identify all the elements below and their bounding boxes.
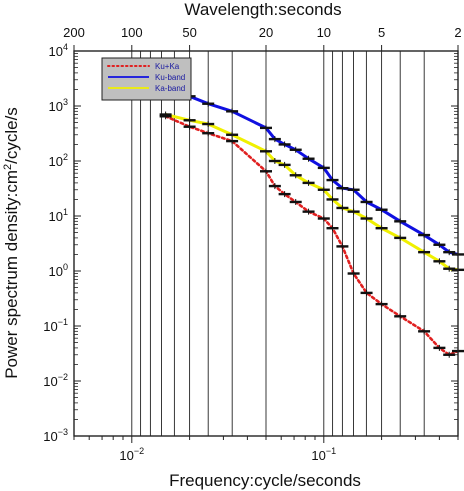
x-axis-title: Frequency:cycle/seconds [169,471,361,490]
vertical-gridlines [131,51,425,436]
top-tick-label: 50 [182,25,196,40]
y-tick-label: 101 [49,207,68,224]
y-tick-label: 102 [49,152,68,169]
series-line [164,115,460,357]
y-tick-label: 103 [49,97,68,114]
legend-label: Ka-band [155,84,185,93]
y-tick-label: 100 [49,262,68,279]
x-tick-label: 10−1 [311,446,336,463]
top-tick-label: 10 [317,25,331,40]
legend-label: Ku-band [155,73,185,82]
y-axis-title: Power spectrum density:cm2/cycle/s [2,107,21,379]
series-line [165,113,459,272]
series-line [165,87,459,256]
top-tick-label: 5 [378,25,385,40]
legend-box [101,57,192,101]
y-tick-label: 10−2 [43,372,68,389]
legend-label: Ku+Ka [155,62,180,71]
tick-marks [73,45,459,443]
series-group [159,86,464,358]
top-tick-label: 100 [121,25,143,40]
y-tick-label: 10−1 [43,317,68,334]
y-tick-label: 10−3 [43,427,68,444]
top-axis-title: Wavelength:seconds [184,0,341,19]
legend: Ku+Ka Ku-band Ka-band [101,57,192,101]
top-tick-label: 2 [454,25,461,40]
x-tick-label: 10−2 [119,446,144,463]
top-tick-label: 20 [259,25,273,40]
top-tick-label: 200 [63,25,85,40]
y-tick-label: 104 [49,42,68,59]
